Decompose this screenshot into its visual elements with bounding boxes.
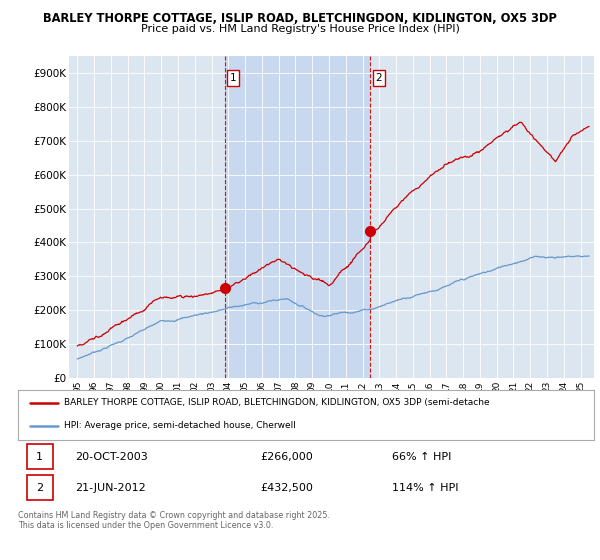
Text: 66% ↑ HPI: 66% ↑ HPI bbox=[392, 451, 452, 461]
Text: 21-JUN-2012: 21-JUN-2012 bbox=[76, 483, 146, 493]
FancyBboxPatch shape bbox=[26, 444, 53, 469]
Text: 2: 2 bbox=[36, 483, 43, 493]
Text: 2: 2 bbox=[376, 73, 382, 83]
Text: Contains HM Land Registry data © Crown copyright and database right 2025.
This d: Contains HM Land Registry data © Crown c… bbox=[18, 511, 330, 530]
FancyBboxPatch shape bbox=[26, 475, 53, 500]
Text: Price paid vs. HM Land Registry's House Price Index (HPI): Price paid vs. HM Land Registry's House … bbox=[140, 24, 460, 34]
Text: 1: 1 bbox=[36, 451, 43, 461]
Text: HPI: Average price, semi-detached house, Cherwell: HPI: Average price, semi-detached house,… bbox=[64, 421, 296, 430]
Text: 114% ↑ HPI: 114% ↑ HPI bbox=[392, 483, 459, 493]
Bar bbox=[225, 56, 370, 378]
Text: 20-OCT-2003: 20-OCT-2003 bbox=[76, 451, 148, 461]
Text: 1: 1 bbox=[230, 73, 236, 83]
Text: BARLEY THORPE COTTAGE, ISLIP ROAD, BLETCHINGDON, KIDLINGTON, OX5 3DP: BARLEY THORPE COTTAGE, ISLIP ROAD, BLETC… bbox=[43, 12, 557, 25]
Text: £432,500: £432,500 bbox=[260, 483, 313, 493]
Text: BARLEY THORPE COTTAGE, ISLIP ROAD, BLETCHINGDON, KIDLINGTON, OX5 3DP (semi-detac: BARLEY THORPE COTTAGE, ISLIP ROAD, BLETC… bbox=[64, 398, 490, 407]
Text: £266,000: £266,000 bbox=[260, 451, 313, 461]
